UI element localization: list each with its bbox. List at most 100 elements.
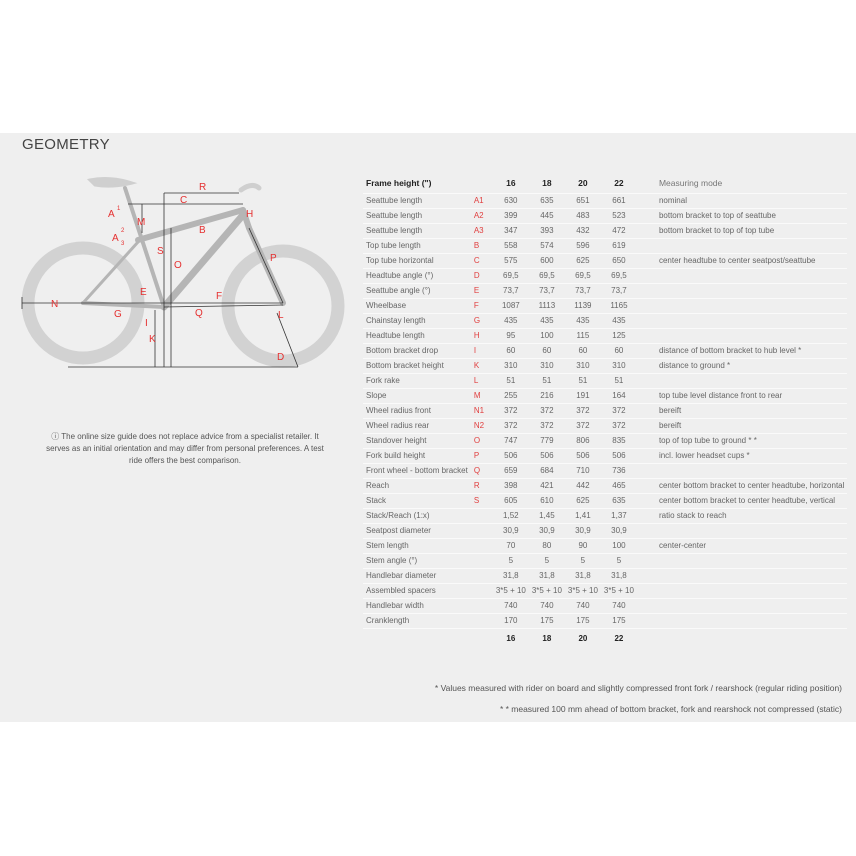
row-value: 90: [564, 538, 601, 554]
row-value: 3*5 + 10: [600, 583, 637, 599]
row-measuring-mode: nominal: [636, 193, 848, 209]
row-value: 310: [600, 358, 637, 374]
row-label: Stem angle (°): [363, 553, 471, 569]
row-value: 1113: [528, 298, 565, 314]
row-value: 69,5: [492, 268, 529, 284]
row-value: 175: [600, 613, 637, 629]
row-value: 31,8: [492, 568, 529, 584]
footer-size: 22: [614, 634, 624, 643]
table-row: Chainstay length G 435 435 435 435: [363, 313, 848, 329]
row-value: 3*5 + 10: [564, 583, 601, 599]
row-measuring-mode: bereift: [636, 403, 848, 419]
row-value: 523: [600, 208, 637, 224]
row-measuring-mode: [636, 238, 848, 254]
row-key: H: [470, 328, 493, 344]
row-value: 806: [564, 433, 601, 449]
header-size: 20: [564, 173, 601, 194]
row-value: 100: [600, 538, 637, 554]
row-measuring-mode: top of top tube to ground * *: [636, 433, 848, 449]
header-size: 18: [528, 173, 565, 194]
row-value: 372: [600, 418, 637, 434]
row-key: [470, 613, 493, 629]
row-value: 506: [528, 448, 565, 464]
row-label: Slope: [363, 388, 471, 404]
row-value: 575: [492, 253, 529, 269]
row-value: 605: [492, 493, 529, 509]
svg-text:F: F: [216, 291, 222, 302]
row-value: 574: [528, 238, 565, 254]
row-label: Seatpost diameter: [363, 523, 471, 539]
row-value: 372: [492, 403, 529, 419]
size-guide-note: ⓘ The online size guide does not replace…: [46, 432, 324, 465]
table-row: Seattube length A2 399 445 483 523 bottom brac…: [363, 208, 848, 224]
row-value: 619: [600, 238, 637, 254]
row-value: 60: [492, 343, 529, 359]
footnote-1: * Values measured with rider on board an…: [434, 683, 842, 693]
row-value: 747: [492, 433, 529, 449]
row-label: Standover height: [363, 433, 471, 449]
table-row: Stack/Reach (1:x) 1,52 1,45 1,41 1,37 ratio s…: [363, 508, 848, 524]
row-value: 3*5 + 10: [528, 583, 565, 599]
table-row: Top tube horizontal C 575 600 625 650 center h…: [363, 253, 848, 269]
row-value: 435: [492, 313, 529, 329]
row-value: 31,8: [600, 568, 637, 584]
row-value: 736: [600, 463, 637, 479]
row-key: [470, 553, 493, 569]
row-value: 1165: [600, 298, 637, 314]
row-value: 610: [528, 493, 565, 509]
table-row: Reach R 398 421 442 465 center bottom bracket …: [363, 478, 848, 494]
header-frame-height: Frame height ("): [363, 173, 493, 194]
row-measuring-mode: [636, 328, 848, 344]
row-value: 1,37: [600, 508, 637, 524]
row-value: 51: [564, 373, 601, 389]
row-value: 506: [492, 448, 529, 464]
row-label: Fork build height: [363, 448, 471, 464]
row-value: 399: [492, 208, 529, 224]
row-label: Headtube length: [363, 328, 471, 344]
row-value: 835: [600, 433, 637, 449]
row-value: 69,5: [600, 268, 637, 284]
row-label: Seattube length: [363, 208, 471, 224]
row-value: 60: [564, 343, 601, 359]
row-value: 435: [564, 313, 601, 329]
row-value: 100: [528, 328, 565, 344]
svg-text:P: P: [270, 253, 277, 264]
row-value: 51: [600, 373, 637, 389]
row-measuring-mode: [636, 568, 848, 584]
row-label: Fork rake: [363, 373, 471, 389]
row-value: 483: [564, 208, 601, 224]
row-label: Handlebar width: [363, 598, 471, 614]
row-measuring-mode: [636, 598, 848, 614]
row-value: 435: [528, 313, 565, 329]
row-value: 465: [600, 478, 637, 494]
row-measuring-mode: incl. lower headset cups *: [636, 448, 848, 464]
row-value: 5: [492, 553, 529, 569]
svg-text:G: G: [114, 309, 122, 320]
label-m: M: [137, 217, 145, 228]
row-label: Front wheel - bottom bracket: [363, 463, 471, 479]
table-row: Handlebar diameter 31,8 31,8 31,8 31,8: [363, 568, 848, 584]
row-value: 372: [600, 403, 637, 419]
row-label: Reach: [363, 478, 471, 494]
row-value: 398: [492, 478, 529, 494]
row-measuring-mode: [636, 613, 848, 629]
row-value: 650: [600, 253, 637, 269]
row-value: 191: [564, 388, 601, 404]
row-value: 255: [492, 388, 529, 404]
row-measuring-mode: [636, 523, 848, 539]
svg-text:B: B: [199, 225, 206, 236]
label-a23: A: [112, 233, 119, 244]
row-label: Wheelbase: [363, 298, 471, 314]
row-value: 73,7: [492, 283, 529, 299]
row-value: 372: [564, 403, 601, 419]
row-key: L: [470, 373, 493, 389]
row-value: 51: [492, 373, 529, 389]
row-value: 596: [564, 238, 601, 254]
row-measuring-mode: [636, 313, 848, 329]
row-measuring-mode: distance of bottom bracket to hub level …: [636, 343, 848, 359]
row-value: 600: [528, 253, 565, 269]
row-value: 421: [528, 478, 565, 494]
table-row: Front wheel - bottom bracket Q 659 684 710 73…: [363, 463, 848, 479]
info-icon: ⓘ: [51, 432, 62, 441]
row-measuring-mode: bereift: [636, 418, 848, 434]
